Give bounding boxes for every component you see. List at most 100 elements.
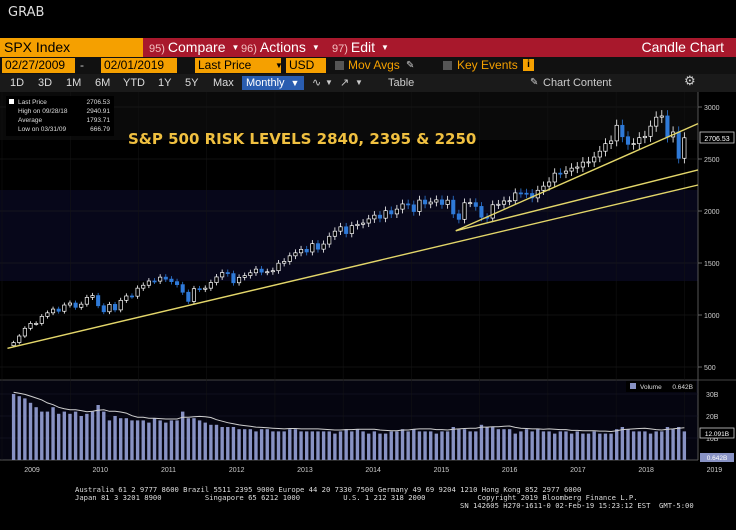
volume-bar — [434, 433, 439, 460]
price-tick-label: 2000 — [704, 209, 720, 216]
volume-bar — [603, 433, 608, 460]
key-events-checkbox[interactable] — [443, 61, 452, 70]
volume-bar — [237, 429, 241, 460]
date-separator: - — [80, 58, 84, 72]
legend: Last Price 2706.53 High on 09/28/18 2940… — [6, 96, 114, 136]
window-title: GRAB — [8, 5, 45, 20]
chevron-down-icon: ▼ — [381, 43, 389, 52]
volume-bar — [344, 429, 348, 460]
trendline[interactable] — [7, 184, 699, 349]
volume-bar — [654, 431, 658, 460]
currency-label: USD — [289, 58, 315, 72]
chart-type-label[interactable]: Candle Chart — [641, 39, 725, 55]
volume-bar — [23, 398, 27, 460]
volume-tick-label: 30B — [706, 392, 719, 399]
volume-bar — [28, 402, 33, 460]
legend-box — [6, 96, 114, 136]
candle-body — [468, 202, 473, 205]
candle-body — [163, 276, 168, 280]
volume-bar — [17, 396, 21, 460]
table-button[interactable]: Table — [388, 77, 415, 89]
candle-body — [496, 203, 501, 206]
range-max[interactable]: Max — [213, 77, 234, 89]
candle-body — [84, 297, 89, 305]
chart-content-icon[interactable]: ✎ — [530, 77, 539, 88]
candle-body — [242, 275, 247, 278]
volume-bar — [107, 420, 112, 460]
volume-bar — [665, 427, 670, 460]
volume-bar — [181, 411, 185, 460]
volume-bar — [598, 433, 602, 460]
ticker-field[interactable]: SPX Index — [0, 38, 143, 57]
actions-label: Actions — [259, 39, 306, 55]
edit-number: 97) — [332, 43, 348, 55]
volume-bar — [507, 429, 512, 460]
volume-bar — [254, 431, 258, 460]
chevron-down-icon[interactable]: ▼ — [325, 78, 333, 87]
chevron-down-icon[interactable]: ▼ — [355, 78, 363, 87]
chart-content-button[interactable]: Chart Content — [543, 77, 612, 89]
time-tick-label: 2014 — [365, 467, 381, 474]
gridlines — [0, 92, 698, 460]
start-date-field[interactable]: 02/27/2009 — [2, 58, 75, 73]
info-icon[interactable]: i — [523, 59, 534, 71]
periodicity-select[interactable]: Monthly ▼ — [242, 76, 304, 90]
line-chart-icon[interactable]: ∿ — [312, 77, 322, 89]
candle-body — [197, 288, 202, 291]
candle-body — [575, 166, 580, 169]
price-field-label: Last Price — [198, 58, 252, 72]
volume-bar — [11, 394, 16, 460]
pencil-icon[interactable]: ✎ — [406, 60, 415, 71]
candle-body — [169, 278, 174, 282]
candle-body — [135, 287, 140, 297]
trendline[interactable] — [455, 169, 699, 232]
range-6m[interactable]: 6M — [95, 77, 111, 89]
candle-body — [625, 136, 631, 145]
candle-body — [676, 131, 681, 159]
edit-button[interactable]: 97) Edit ▼ — [332, 38, 389, 57]
gear-icon[interactable]: ⚙ — [684, 73, 696, 88]
candle-body — [355, 223, 360, 227]
end-date-field[interactable]: 02/01/2019 — [101, 58, 177, 73]
currency-select[interactable]: USD — [286, 58, 326, 73]
volume-bar — [338, 431, 343, 460]
price-field-select[interactable]: Last Price — [195, 58, 281, 73]
candle-body — [541, 185, 546, 191]
legend-label-average: Average — [18, 117, 42, 124]
volume-bar — [197, 420, 202, 460]
candle-body — [17, 335, 22, 343]
range-1d[interactable]: 1D — [10, 77, 25, 89]
volume-bar — [90, 411, 95, 460]
candle-body — [648, 125, 653, 137]
volume-bar — [581, 433, 585, 460]
volume-bar — [575, 431, 579, 460]
volume-last-tag: 0.642B — [700, 453, 734, 462]
range-ytd[interactable]: YTD — [123, 77, 145, 89]
price-tick-label: 2500 — [704, 157, 720, 164]
candle-body — [321, 243, 326, 250]
key-events-label[interactable]: Key Events — [457, 58, 518, 72]
volume-bar — [79, 416, 83, 460]
volume-bar — [553, 433, 557, 460]
candle-body — [253, 268, 259, 274]
candle-body — [603, 143, 608, 152]
legend-swatch — [9, 99, 14, 104]
volume-legend-swatch — [630, 383, 636, 389]
actions-button[interactable]: 96) Actions ▼ — [241, 38, 320, 57]
range-3d[interactable]: 3D — [38, 77, 53, 89]
volume-ma-tag: 12.091B — [699, 427, 735, 439]
compare-button[interactable]: 95) Compare ▼ — [149, 38, 239, 57]
candle-body — [389, 210, 394, 215]
range-5y[interactable]: 5Y — [185, 77, 199, 89]
volume-bar — [85, 413, 89, 460]
range-1y[interactable]: 1Y — [158, 77, 172, 89]
range-1m[interactable]: 1M — [66, 77, 82, 89]
trendline[interactable] — [455, 122, 699, 232]
volume-bar — [271, 431, 275, 460]
mov-avgs-label[interactable]: Mov Avgs — [348, 58, 400, 72]
candle-body — [349, 225, 354, 234]
time-tick-label: 2019 — [707, 467, 723, 474]
draw-icon[interactable]: ↗ — [340, 77, 350, 89]
mov-avgs-checkbox[interactable] — [335, 61, 344, 70]
